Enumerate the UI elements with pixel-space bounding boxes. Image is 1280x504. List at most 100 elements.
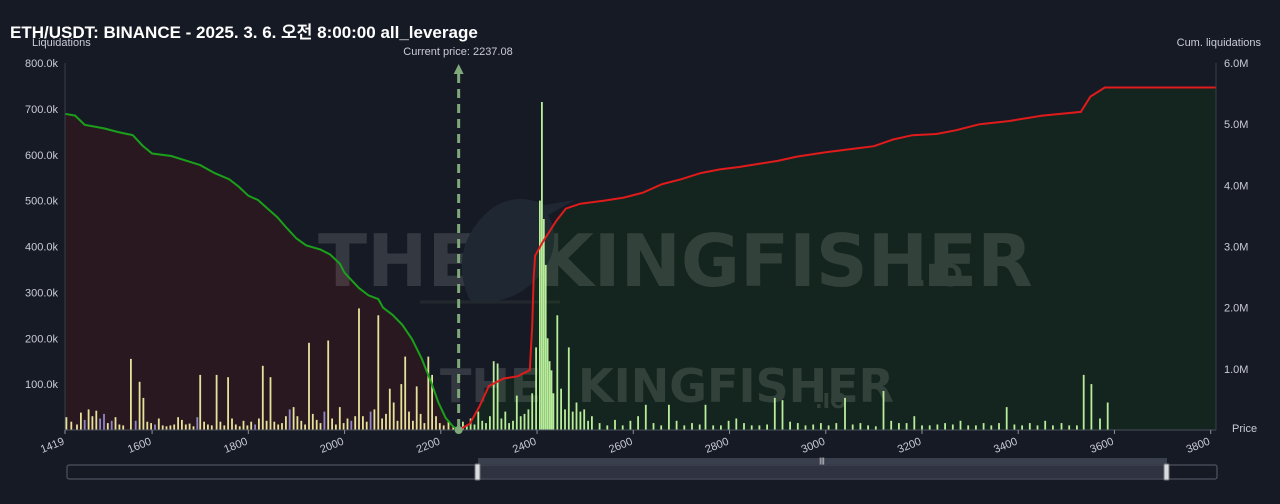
right-y-ticks: 1.0M 2.0M 3.0M 4.0M 5.0M 6.0M (1224, 58, 1248, 376)
cumulative-short-area (65, 113, 459, 431)
watermark-small-suffix: .IO (815, 389, 847, 413)
short-liquidation-bar (365, 421, 368, 430)
long-liquidation-bar (967, 425, 970, 430)
short-liquidation-bar (381, 418, 383, 430)
short-liquidation-bar (138, 381, 141, 430)
right-y-tick-label: 6.0M (1224, 58, 1248, 70)
x-tick-label: 3400 (992, 436, 1019, 456)
short-liquidation-bar (354, 416, 357, 430)
long-liquidation-bar (504, 411, 507, 430)
left-y-tick-label: 500.0k (25, 196, 59, 208)
long-liquidation-bar (527, 409, 530, 430)
cumulative-lines (64, 86, 1216, 431)
short-liquidation-bar (273, 421, 276, 430)
short-liquidation-bar (404, 356, 407, 430)
short-liquidation-bar (431, 374, 433, 430)
long-liquidation-bar (882, 391, 885, 430)
long-liquidation-bar (698, 424, 701, 430)
short-liquidation-bar (281, 423, 283, 430)
long-liquidation-bar (567, 347, 570, 430)
short-liquidation-bar (427, 356, 430, 430)
slider-grip-icon[interactable]: ||| (819, 458, 825, 465)
long-liquidation-bar (542, 219, 545, 430)
short-liquidation-bar (231, 418, 233, 430)
long-liquidation-bar (773, 397, 776, 430)
short-liquidation-bar (246, 425, 249, 430)
long-liquidation-bar (712, 425, 715, 430)
left-y-tick-label: 700.0k (25, 104, 59, 116)
x-tick-label: 3600 (1088, 436, 1115, 456)
chart-title: ETH/USDT: BINANCE - 2025. 3. 6. 오전 8:00:… (10, 23, 478, 42)
short-liquidation-bar (288, 409, 291, 430)
cumulative-long-line (458, 86, 1216, 431)
long-liquidation-bar (921, 425, 923, 430)
range-slider[interactable]: ||| (66, 458, 1218, 481)
short-liquidation-bar (369, 411, 372, 430)
short-liquidation-bar (315, 419, 318, 430)
long-liquidation-bar (465, 425, 468, 430)
left-y-tick-label: 400.0k (25, 242, 59, 254)
short-liquidation-bar (234, 424, 237, 430)
long-liquidation-bar (1052, 425, 1054, 430)
long-liquidation-bar (544, 264, 547, 430)
long-liquidation-bar (583, 409, 586, 430)
x-tick-label: 1600 (126, 436, 153, 456)
long-liquidation-bar (874, 426, 877, 430)
short-liquidation-bar (181, 419, 183, 430)
short-liquidation-bar (99, 418, 101, 430)
long-liquidation-bar (571, 411, 574, 430)
short-liquidation-bar (335, 424, 337, 430)
short-liquidation-bar (238, 426, 241, 430)
long-liquidation-bar (598, 423, 601, 430)
long-liquidation-bar (481, 420, 484, 430)
long-liquidation-bar (905, 423, 908, 430)
long-liquidation-bar (496, 363, 499, 430)
long-liquidation-bar (614, 419, 616, 430)
short-liquidation-bar (373, 409, 376, 430)
right-y-tick-label: 2.0M (1224, 303, 1248, 315)
long-liquidation-bar (851, 424, 854, 430)
right-axis-title: Cum. liquidations (1177, 37, 1262, 49)
long-liquidation-bar (951, 424, 954, 430)
long-liquidation-bar (660, 425, 663, 430)
slider-right-handle[interactable] (1163, 463, 1170, 481)
long-liquidation-bar (579, 411, 582, 430)
short-liquidation-bar (207, 424, 209, 430)
short-liquidation-bar (327, 340, 330, 430)
short-liquidation-bar (227, 377, 229, 430)
right-y-tick-label: 5.0M (1224, 119, 1248, 131)
right-y-tick-label: 3.0M (1224, 242, 1248, 254)
short-liquidation-bar (304, 424, 306, 430)
short-liquidation-bar (331, 418, 333, 430)
short-liquidation-bar (154, 424, 156, 430)
long-liquidation-bar (591, 416, 593, 430)
long-liquidation-bar (691, 423, 693, 430)
short-liquidation-bar (130, 358, 132, 430)
kingfisher-watermark: THE KINGFISHER .IO THE KINGFISHER .IO (318, 198, 1033, 413)
slider-left-handle[interactable] (474, 463, 481, 481)
long-liquidation-bar (804, 425, 807, 430)
short-liquidation-bar (442, 425, 445, 430)
cumulative-short-line (64, 112, 460, 431)
short-liquidation-bar (250, 421, 253, 430)
slider-selected-range[interactable] (478, 465, 1167, 479)
short-liquidation-bar (184, 424, 187, 430)
long-liquidation-bar (998, 423, 1000, 430)
x-tick-label: 2600 (607, 436, 634, 456)
short-liquidation-bar (419, 413, 422, 430)
slider-top-bar[interactable] (478, 458, 1167, 464)
short-liquidation-bar (76, 424, 78, 430)
x-tick-label: 2200 (415, 436, 442, 456)
long-liquidation-bar (564, 409, 566, 430)
short-liquidation-bar (142, 397, 145, 430)
current-price-dot (454, 426, 463, 434)
short-liquidation-bar (134, 420, 137, 430)
short-liquidation-bar (423, 423, 426, 430)
long-liquidation-bar (859, 423, 862, 430)
kingfisher-bird-icon (461, 198, 575, 302)
long-liquidation-bar (550, 370, 553, 430)
short-liquidation-bar (91, 416, 94, 430)
short-liquidation-bar (114, 417, 117, 430)
long-liquidation-bar (928, 425, 931, 430)
